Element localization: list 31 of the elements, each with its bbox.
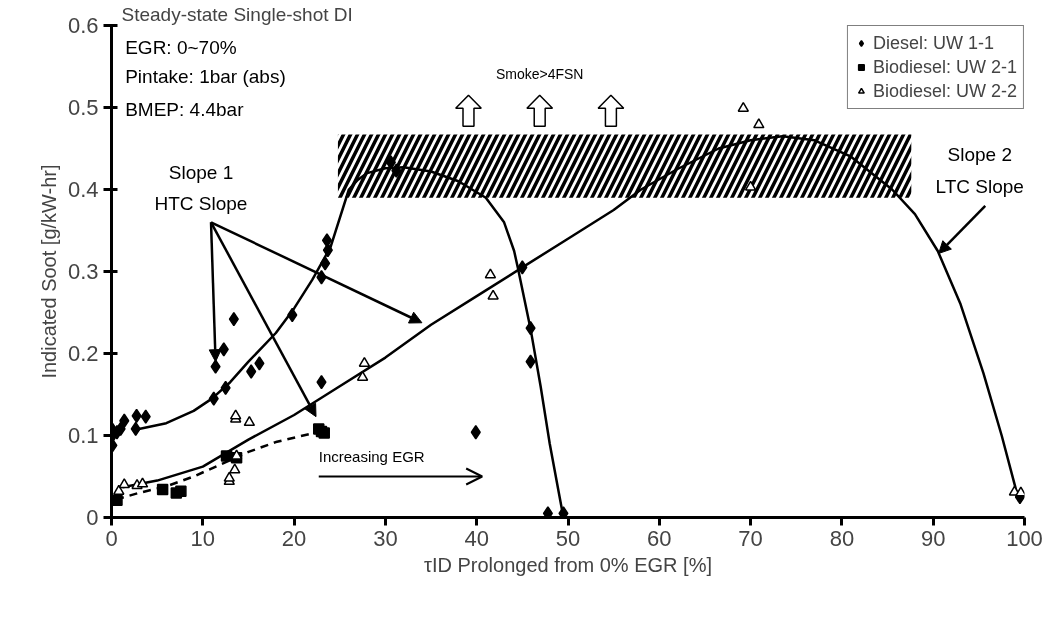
x-tick-label: 60 <box>647 525 672 551</box>
x-tick-label: 10 <box>190 525 216 551</box>
y-tick-label: 0.5 <box>67 95 99 120</box>
legend-label: Biodiesel: UW 2-1 <box>872 56 1017 78</box>
y-tick-label: 0.2 <box>67 341 99 366</box>
annotation: Slope 1 HTC Slope <box>154 161 248 215</box>
legend-label: Diesel: UW 1-1 <box>872 32 994 54</box>
x-tick-label: 40 <box>464 525 489 551</box>
x-tick-label: 100 <box>1006 525 1043 551</box>
y-tick-label: 0.1 <box>67 423 99 448</box>
x-tick-label: 50 <box>555 525 581 551</box>
annotation: Increasing EGR <box>318 447 425 465</box>
text: Steady-state Single-shot DI <box>121 3 353 25</box>
x-tick-label: 30 <box>373 525 398 551</box>
annotation: Slope 2 LTC Slope <box>935 144 1024 197</box>
x-tick-label: 90 <box>920 525 946 551</box>
annotation: EGR: 0~70% <box>125 37 237 59</box>
x-axis-title: τID Prolonged from 0% EGR [%] <box>424 553 713 576</box>
annotation: Pintake: 1bar (abs) <box>125 66 286 88</box>
y-tick-label: 0 <box>86 505 99 530</box>
y-tick-label: 0.6 <box>67 13 99 38</box>
x-tick-label: 20 <box>281 525 307 551</box>
y-tick-label: 0.3 <box>67 259 99 284</box>
x-tick-label: 70 <box>738 525 763 551</box>
annotation: Smoke>4FSN <box>495 65 584 82</box>
y-axis-title: Indicated Soot [g/kW-hr] <box>37 164 60 379</box>
y-tick-label: 0.4 <box>67 177 99 202</box>
legend-label: Biodiesel: UW 2-2 <box>872 80 1017 102</box>
annotation: BMEP: 4.4bar <box>125 98 245 120</box>
x-tick-label: 0 <box>105 525 118 551</box>
x-tick-label: 80 <box>829 525 855 551</box>
